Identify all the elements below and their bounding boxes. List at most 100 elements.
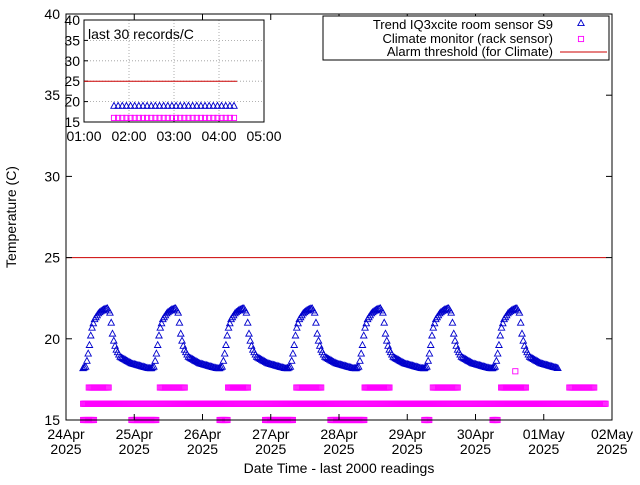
sensor-point	[489, 363, 498, 371]
inset-climate-point	[222, 114, 229, 121]
inset-climate-point	[156, 114, 163, 121]
sensor-point	[223, 331, 232, 339]
sensor-point	[100, 304, 109, 312]
sensor-point	[237, 304, 246, 312]
inset-climate-point	[139, 114, 147, 121]
sensor-point	[430, 319, 439, 327]
sensor-point	[85, 340, 94, 348]
x-tick-label: 28Apr	[320, 426, 358, 442]
inset-climate-point	[210, 114, 217, 121]
sensor-point	[285, 363, 294, 371]
x-tick-label: 30Apr	[457, 426, 495, 442]
sensor-point	[220, 349, 229, 357]
sensor-point	[313, 329, 322, 337]
sensor-point	[176, 329, 185, 337]
inset-climate-point	[230, 114, 238, 121]
sensor-point	[451, 336, 459, 344]
climate-point	[386, 384, 393, 391]
inset-y-tick-label: 30	[64, 53, 80, 69]
sensor-point	[294, 319, 303, 327]
sensor-point	[218, 362, 227, 370]
sensor-point	[442, 304, 451, 312]
inset-x-tick-label: 03:00	[156, 128, 191, 144]
inset-climate-point	[131, 114, 138, 121]
y-tick-label: 35	[44, 87, 60, 103]
sensor-point	[449, 329, 458, 337]
inset-sensor-point	[209, 101, 218, 109]
inset-climate-point	[206, 114, 213, 121]
inset-climate-point	[135, 114, 142, 121]
sensor-point	[358, 340, 367, 348]
sensor-point	[169, 304, 178, 312]
climate-point	[244, 384, 252, 391]
inset-sensor-point	[184, 101, 193, 109]
inset-climate-point	[144, 114, 151, 121]
sensor-point	[81, 362, 90, 370]
y-axis-label: Temperature (C)	[3, 166, 19, 268]
sensor-point	[178, 336, 186, 344]
climate-point	[602, 400, 609, 407]
sensor-point	[286, 362, 295, 370]
inset-climate-point	[201, 114, 209, 121]
x-tick-label-year: 2025	[528, 441, 559, 457]
inset-climate-point	[123, 114, 130, 121]
inset-sensor-point	[205, 101, 214, 109]
sensor-point	[491, 362, 500, 370]
climate-point	[318, 384, 325, 391]
data-layer	[66, 257, 609, 424]
inset-y-tick-label: 40	[64, 12, 80, 28]
inset-climate-point	[193, 114, 200, 121]
sensor-point	[382, 336, 391, 344]
inset-climate-point	[185, 114, 192, 121]
axes-layer: 15202530354024Apr202525Apr202526Apr20252…	[44, 6, 633, 457]
inset-climate-point	[152, 114, 159, 121]
inset-x-tick-label: 04:00	[201, 128, 236, 144]
inset-sensor-point	[110, 101, 118, 109]
sensor-point	[359, 331, 368, 339]
inset-climate-point	[218, 114, 225, 121]
sensor-point	[109, 336, 118, 344]
y-tick-label: 25	[44, 250, 60, 266]
sensor-point	[378, 308, 387, 316]
sensor-point	[105, 308, 114, 316]
sensor-point	[174, 308, 183, 316]
sensor-point	[353, 363, 362, 371]
y-tick-label: 15	[44, 412, 60, 428]
inset-sensor-point	[134, 101, 143, 109]
inset-climate-point	[127, 114, 134, 121]
y-tick-label: 40	[44, 6, 60, 22]
sensor-point	[88, 323, 96, 331]
legend-label-climate: Climate monitor (rack sensor)	[383, 31, 554, 46]
x-tick-label: 01May	[523, 426, 565, 442]
sensor-point	[425, 349, 434, 357]
sensor-point	[355, 356, 364, 364]
sensor-point	[420, 363, 429, 372]
inset-x-tick-label: 02:00	[111, 128, 146, 144]
x-tick-label: 26Apr	[184, 426, 222, 442]
inset-y-tick-label: 15	[64, 114, 80, 130]
inset-sensor-point	[118, 101, 127, 109]
inset-sensor-point	[143, 101, 152, 109]
inset-sensor-point	[126, 101, 135, 109]
inset-sensor-point	[130, 101, 139, 109]
x-tick-label: 24Apr	[47, 426, 85, 442]
sensor-point	[352, 363, 361, 372]
inset-climate-point	[168, 114, 175, 121]
sensor-point	[245, 329, 253, 337]
inset-y-tick-label: 25	[64, 73, 80, 89]
sensor-point	[216, 363, 225, 371]
climate-point	[591, 384, 598, 391]
inset-title: last 30 records/C	[88, 26, 194, 42]
sensor-point	[86, 331, 95, 339]
inset-climate-point	[160, 114, 167, 121]
inset-frame	[83, 19, 265, 123]
y-tick-label: 30	[44, 168, 60, 184]
x-tick-label: 29Apr	[389, 426, 427, 442]
inset-sensor-point	[122, 101, 131, 109]
inset-sensor-point	[172, 101, 181, 109]
sensor-point	[494, 340, 503, 348]
inset-sensor-point	[221, 101, 230, 109]
sensor-point	[498, 319, 507, 327]
